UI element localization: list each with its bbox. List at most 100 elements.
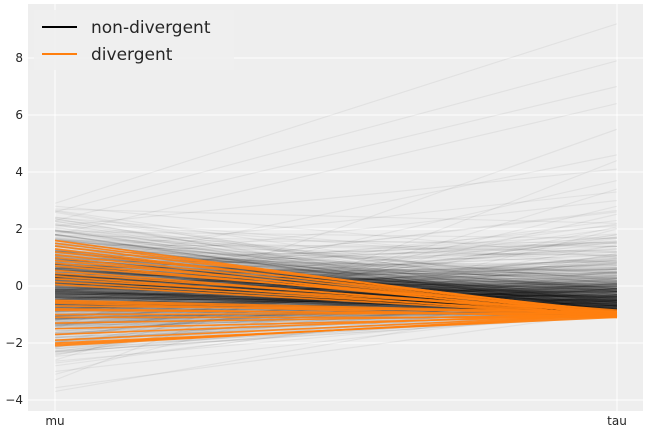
- legend: non-divergent divergent: [34, 10, 234, 70]
- nondivergent-line: [54, 230, 618, 239]
- nondivergent-line: [54, 222, 618, 313]
- x-tick-labels: mu tau: [45, 414, 626, 428]
- nondivergent-line: [54, 267, 618, 285]
- nondivergent-line: [54, 281, 618, 304]
- nondivergent-line: [54, 239, 618, 244]
- nondivergent-line: [54, 220, 618, 306]
- nondivergent-line: [54, 285, 618, 313]
- nondivergent-line: [54, 219, 618, 266]
- nondivergent-line: [54, 241, 618, 263]
- y-tick-label: 8: [15, 51, 23, 65]
- nondivergent-line: [54, 287, 618, 296]
- nondivergent-line: [54, 285, 618, 299]
- nondivergent-line: [54, 238, 618, 303]
- nondivergent-line: [54, 260, 618, 295]
- nondivergent-line: [54, 287, 618, 293]
- nondivergent-line: [54, 224, 618, 317]
- divergent-line: [54, 280, 618, 316]
- nondivergent-line: [54, 208, 618, 224]
- nondivergent-line: [54, 256, 618, 298]
- nondivergent-line: [54, 227, 618, 282]
- nondivergent-line: [54, 205, 618, 259]
- nondivergent-line: [54, 255, 618, 299]
- nondivergent-line: [54, 291, 618, 342]
- nondivergent-line: [54, 168, 618, 227]
- nondivergent-line: [54, 85, 618, 222]
- nondivergent-line: [54, 242, 618, 309]
- nondivergent-line: [54, 23, 618, 204]
- nondivergent-line: [54, 240, 618, 253]
- nondivergent-line: [54, 271, 618, 278]
- divergent-line: [54, 313, 618, 347]
- nondivergent-line: [54, 281, 618, 291]
- nondivergent-line: [54, 230, 618, 312]
- nondivergent-line: [54, 286, 618, 298]
- nondivergent-line: [54, 254, 618, 281]
- nondivergent-line: [54, 286, 618, 297]
- nondivergent-line: [54, 262, 618, 309]
- nondivergent-line: [54, 282, 618, 297]
- nondivergent-line: [54, 226, 618, 303]
- nondivergent-line: [54, 290, 618, 317]
- nondivergent-line: [54, 191, 618, 253]
- nondivergent-line: [54, 288, 618, 294]
- nondivergent-line: [54, 244, 618, 247]
- nondivergent-line: [54, 255, 618, 272]
- legend-label-divergent: divergent: [91, 45, 173, 65]
- nondivergent-line: [54, 236, 618, 312]
- nondivergent-line: [54, 260, 618, 292]
- nondivergent-line: [54, 240, 618, 272]
- nondivergent-line: [54, 160, 618, 381]
- nondivergent-line: [54, 256, 618, 297]
- nondivergent-line: [54, 245, 618, 311]
- nondivergent-line: [54, 287, 618, 322]
- nondivergent-line: [54, 238, 618, 303]
- nondivergent-line: [54, 235, 618, 312]
- nondivergent-line: [54, 128, 618, 330]
- nondivergent-line: [54, 282, 618, 302]
- nondivergent-line: [54, 231, 618, 281]
- nondivergent-line: [54, 227, 618, 304]
- y-tick-label: −2: [5, 336, 23, 350]
- nondivergent-line: [54, 245, 618, 257]
- nondivergent-line: [54, 260, 618, 276]
- nondivergent-line: [54, 236, 618, 312]
- nondivergent-line: [54, 283, 618, 300]
- nondivergent-line: [54, 262, 618, 327]
- nondivergent-line: [54, 268, 618, 274]
- nondivergent-line: [54, 240, 618, 310]
- nondivergent-line: [54, 282, 618, 329]
- nondivergent-line: [54, 287, 618, 293]
- divergent-lines: [54, 239, 618, 347]
- nondivergent-line: [54, 292, 618, 317]
- nondivergent-line: [54, 209, 618, 293]
- nondivergent-line: [54, 278, 618, 321]
- y-tick-label: 4: [15, 165, 23, 179]
- nondivergent-line: [54, 255, 618, 306]
- legend-label-nondivergent: non-divergent: [91, 18, 211, 38]
- nondivergent-line: [54, 218, 618, 314]
- nondivergent-line: [54, 272, 618, 277]
- nondivergent-line: [54, 284, 618, 305]
- nondivergent-line: [54, 283, 618, 328]
- nondivergent-line: [54, 211, 618, 279]
- nondivergent-line: [54, 244, 618, 290]
- nondivergent-line: [54, 233, 618, 310]
- divergent-line: [54, 278, 618, 313]
- nondivergent-line: [54, 220, 618, 293]
- nondivergent-line: [54, 254, 618, 300]
- y-tick-label: 6: [15, 108, 23, 122]
- nondivergent-line: [54, 231, 618, 311]
- nondivergent-line: [54, 243, 618, 280]
- nondivergent-line: [54, 239, 618, 284]
- divergent-line: [54, 259, 618, 314]
- x-tick-label: mu: [45, 414, 64, 428]
- nondivergent-line: [54, 298, 618, 301]
- nondivergent-line: [54, 311, 618, 389]
- nondivergent-line: [54, 236, 618, 310]
- nondivergent-line: [54, 288, 618, 296]
- nondivergent-line: [54, 283, 618, 297]
- nondivergent-line: [54, 216, 618, 295]
- nondivergent-line: [54, 257, 618, 289]
- nondivergent-line: [54, 284, 618, 327]
